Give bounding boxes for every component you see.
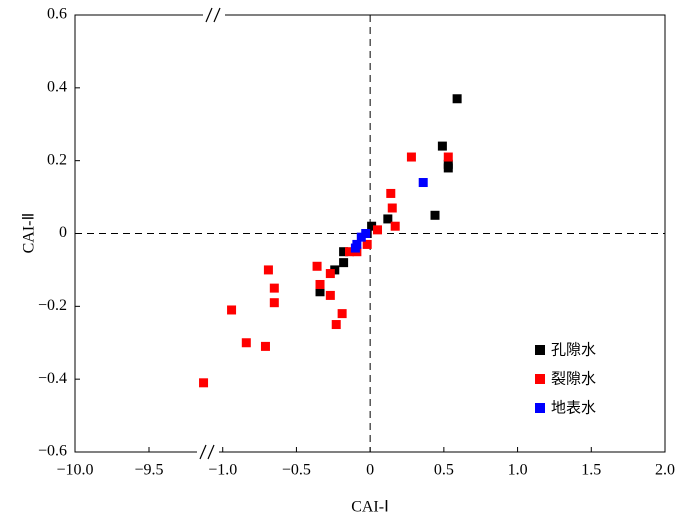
- x-tick-label: −9.5: [134, 462, 163, 479]
- x-tick-label: −1.0: [208, 462, 237, 479]
- y-tick-label: 0.6: [47, 6, 67, 23]
- point: [269, 283, 279, 293]
- point: [383, 214, 393, 224]
- legend-swatch: [535, 374, 545, 384]
- point: [390, 221, 400, 231]
- y-tick-label: −0.6: [38, 443, 67, 460]
- x-tick-label: 2.0: [655, 462, 675, 479]
- point: [339, 247, 349, 257]
- legend-label: 地表水: [551, 399, 596, 417]
- point: [325, 290, 335, 300]
- x-axis-label: CAI-Ⅰ: [351, 499, 389, 516]
- legend-swatch: [535, 403, 545, 413]
- point: [315, 287, 325, 297]
- legend-label: 裂隙水: [551, 370, 596, 388]
- x-tick-label: 1.5: [581, 462, 601, 479]
- y-tick-label: −0.4: [38, 370, 67, 387]
- y-axis-label: CAI-Ⅱ: [21, 213, 38, 254]
- point: [312, 261, 322, 271]
- point: [406, 152, 416, 162]
- point: [315, 279, 325, 289]
- point: [269, 298, 279, 308]
- point: [337, 309, 347, 319]
- point: [452, 94, 462, 104]
- point: [362, 239, 372, 249]
- x-tick-label: −0.5: [282, 462, 311, 479]
- point: [331, 320, 341, 330]
- point: [387, 203, 397, 213]
- y-tick-label: −0.2: [38, 297, 67, 314]
- point: [325, 269, 335, 279]
- y-tick-label: 0: [59, 224, 67, 241]
- x-tick-label: −10.0: [56, 462, 93, 479]
- point: [437, 141, 447, 151]
- point: [350, 243, 360, 253]
- x-tick-label: 0: [366, 462, 374, 479]
- point: [260, 341, 270, 351]
- point: [263, 265, 273, 275]
- point: [418, 178, 428, 188]
- point: [443, 159, 453, 169]
- point: [241, 338, 251, 348]
- point: [386, 188, 396, 198]
- legend-swatch: [535, 345, 545, 355]
- x-tick-label: 0.5: [434, 462, 454, 479]
- point: [227, 305, 237, 315]
- point: [367, 221, 377, 231]
- y-tick-label: 0.2: [47, 151, 67, 168]
- point: [199, 378, 209, 388]
- x-tick-label: 1.0: [508, 462, 528, 479]
- point: [373, 225, 383, 235]
- point: [430, 210, 440, 220]
- axis-break: [197, 6, 225, 461]
- y-tick-label: 0.4: [47, 79, 67, 96]
- point: [443, 152, 453, 162]
- point: [339, 258, 349, 268]
- point: [356, 232, 366, 242]
- legend-label: 孔隙水: [551, 341, 596, 359]
- point: [345, 247, 355, 257]
